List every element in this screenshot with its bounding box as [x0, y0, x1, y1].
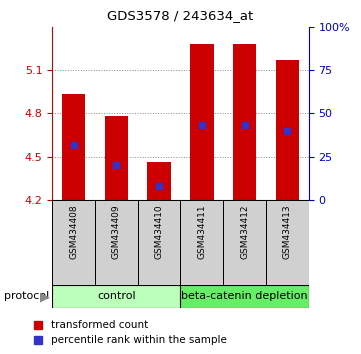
Text: GSM434411: GSM434411 [197, 204, 206, 259]
Bar [275, 60, 299, 200]
Bar [138, 200, 180, 285]
Bar [52, 285, 180, 308]
Text: beta-catenin depletion: beta-catenin depletion [181, 291, 308, 302]
Text: ▶: ▶ [40, 290, 50, 303]
Bar [190, 44, 214, 200]
Bar [266, 200, 309, 285]
Text: GSM434412: GSM434412 [240, 204, 249, 259]
Text: GSM434409: GSM434409 [112, 204, 121, 259]
Text: GDS3578 / 243634_at: GDS3578 / 243634_at [107, 9, 254, 22]
Bar [95, 200, 138, 285]
Legend: transformed count, percentile rank within the sample: transformed count, percentile rank withi… [34, 320, 227, 346]
Bar [223, 200, 266, 285]
Text: GSM434410: GSM434410 [155, 204, 164, 259]
Text: protocol: protocol [4, 291, 49, 302]
Text: GSM434408: GSM434408 [69, 204, 78, 259]
Text: control: control [97, 291, 136, 302]
Text: GSM434413: GSM434413 [283, 204, 292, 259]
Bar [180, 200, 223, 285]
Bar [233, 44, 256, 200]
Bar [180, 285, 309, 308]
Bar [147, 162, 171, 200]
Bar [62, 95, 86, 200]
Bar [105, 116, 128, 200]
Bar [52, 200, 95, 285]
